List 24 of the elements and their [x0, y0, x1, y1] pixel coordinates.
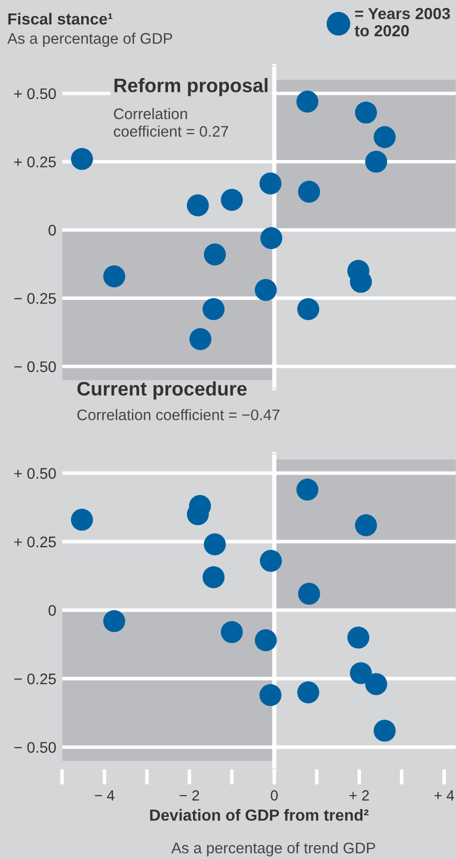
chart-title: Current procedure — [77, 381, 247, 400]
x-tick-label: + 2 — [350, 790, 369, 800]
text: Reform proposal — [114, 78, 268, 96]
y-tick-label: + 0.50 — [14, 468, 56, 479]
y-axis-title: Fiscal stance¹ — [8, 12, 112, 25]
y-tick-label: − 0.25 — [14, 674, 56, 684]
y-tick-label: + 0.25 — [14, 156, 56, 168]
legend-label: = Years 2003 to 2020 — [354, 8, 450, 36]
y-tick-label: − 0.50 — [14, 361, 56, 372]
x-tick-label: − 2 — [180, 790, 199, 800]
x-tick-label: − 4 — [94, 790, 114, 800]
text: As a percentage of trend GDP — [171, 842, 376, 856]
y-tick-label: 0 — [48, 224, 56, 236]
y-tick-label: − 0.50 — [14, 742, 56, 753]
y-tick-label: 0 — [48, 605, 56, 616]
x-axis-title: Deviation of GDP from trend² — [150, 809, 369, 821]
x-tick-label: 0 — [270, 790, 278, 801]
y-tick-label: + 0.25 — [14, 536, 56, 548]
text: As a percentage of GDP — [7, 32, 172, 47]
text: Correlation coefficient = −0.47 — [77, 409, 280, 420]
y-tick-label: + 0.50 — [14, 88, 56, 100]
y-tick-label: − 0.25 — [14, 293, 56, 304]
annotation: Correlation coefficient = 0.27 — [114, 108, 228, 137]
x-tick-label: + 4 — [434, 790, 454, 800]
